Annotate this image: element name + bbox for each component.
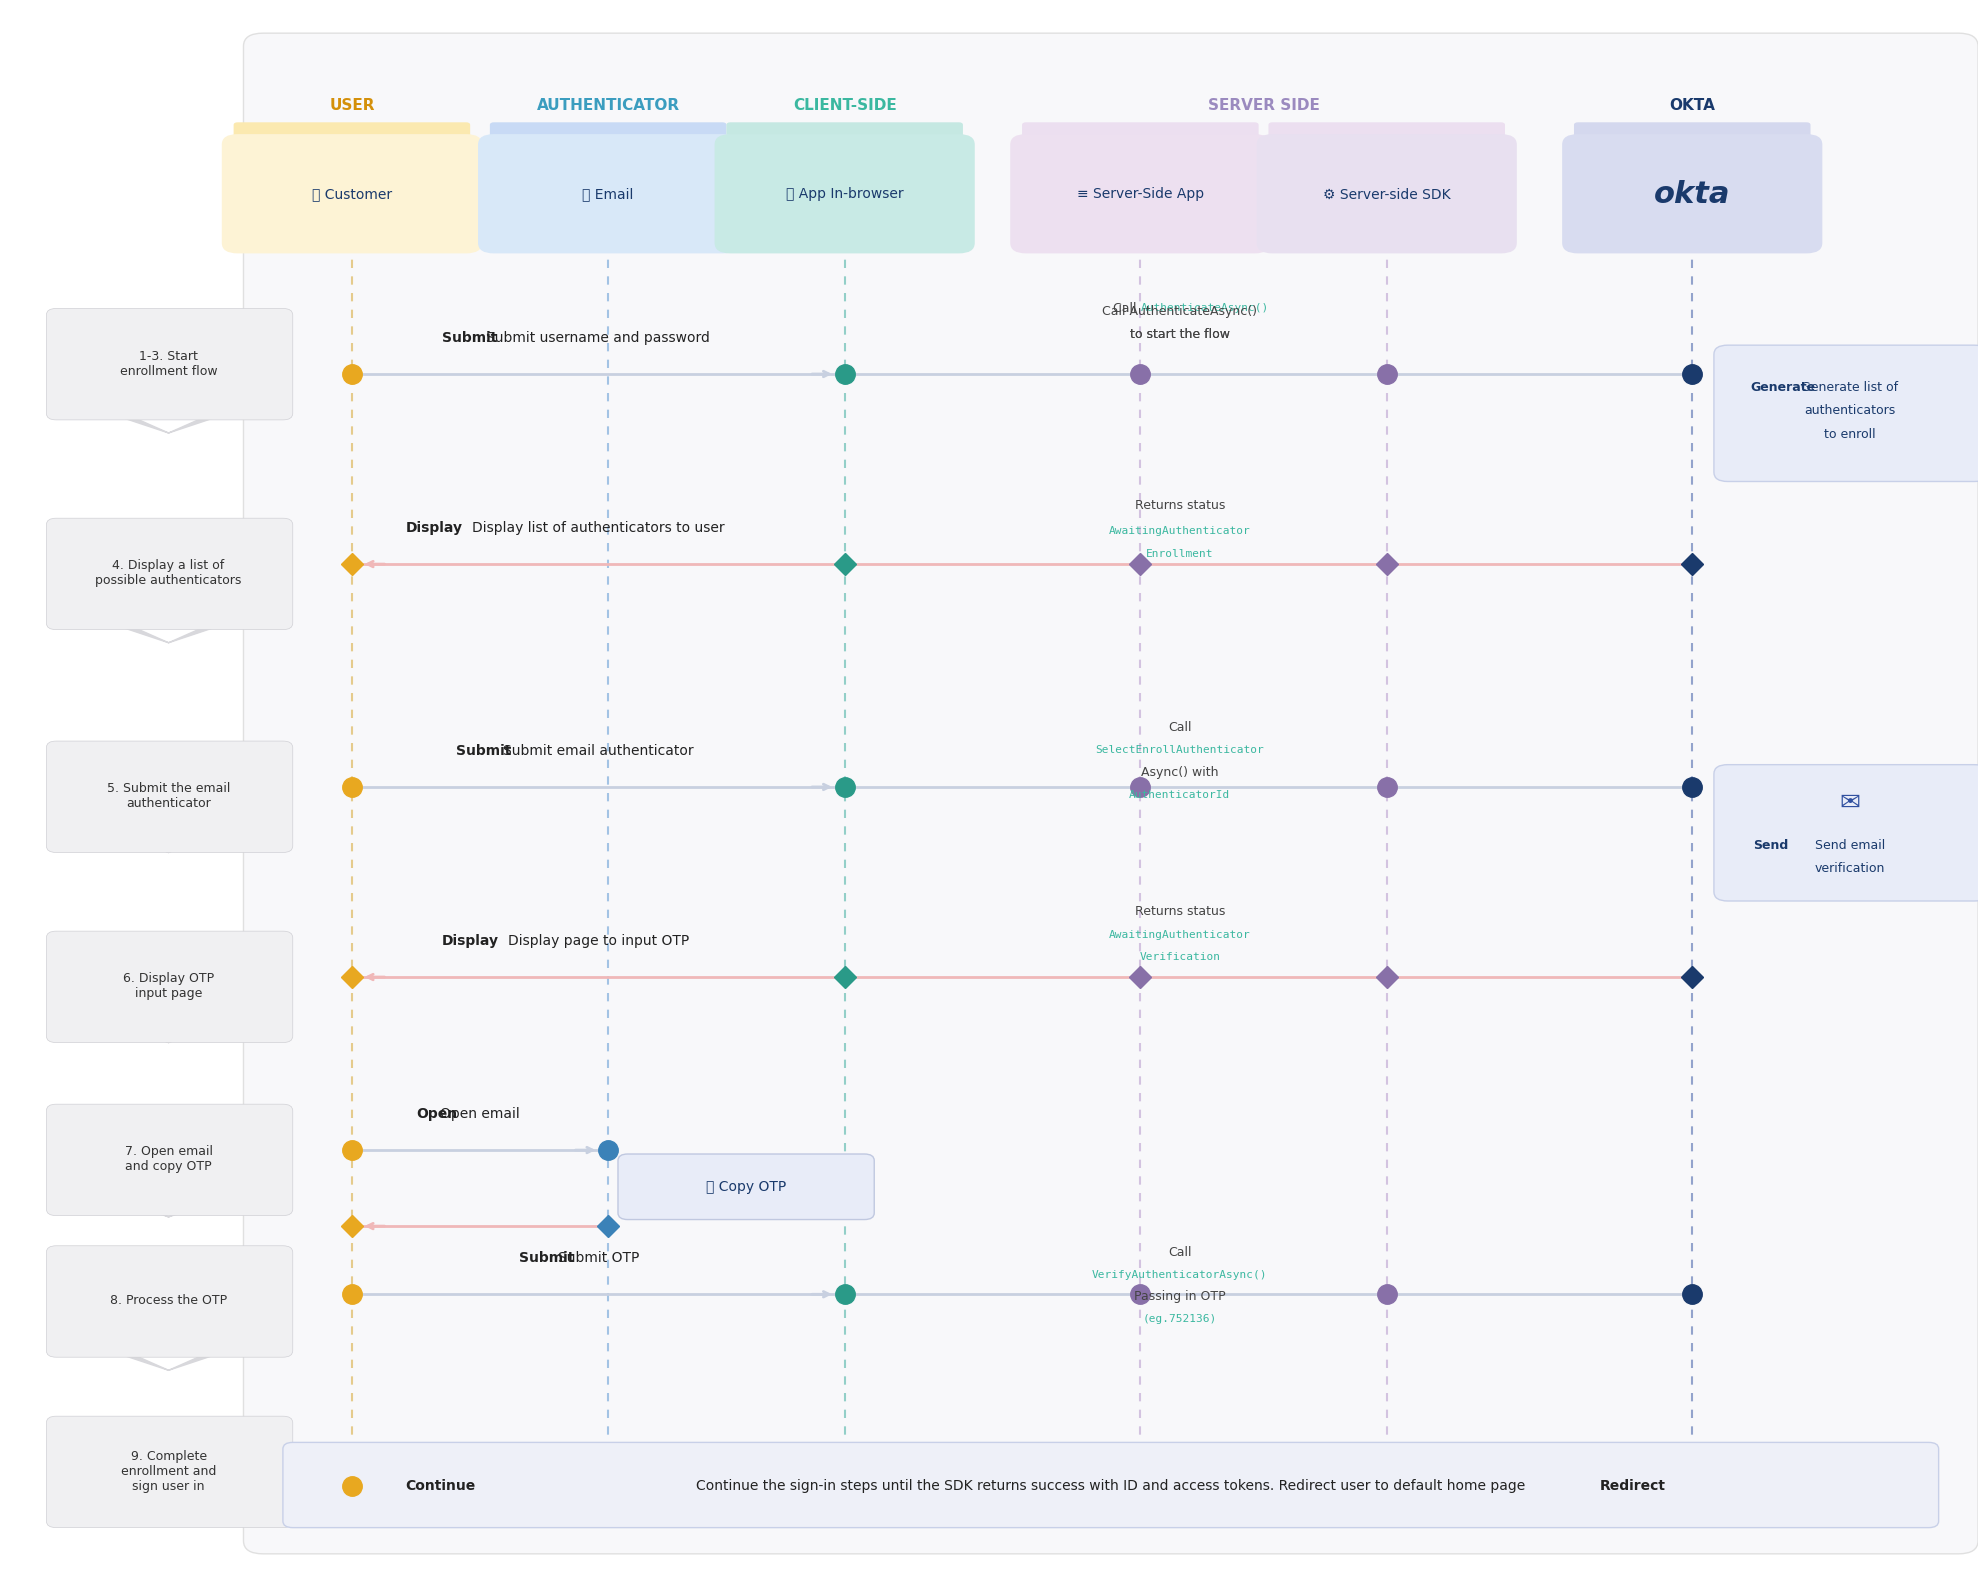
FancyBboxPatch shape <box>1268 122 1505 143</box>
FancyBboxPatch shape <box>46 1246 292 1357</box>
Text: verification: verification <box>1814 862 1886 874</box>
Text: Send: Send <box>1753 840 1788 852</box>
FancyBboxPatch shape <box>46 1105 292 1216</box>
FancyBboxPatch shape <box>1713 344 1985 481</box>
Text: Returns status: Returns status <box>1135 498 1225 511</box>
Text: Call: Call <box>1167 1246 1191 1258</box>
Text: 1-3. Start
enrollment flow: 1-3. Start enrollment flow <box>119 349 218 378</box>
FancyBboxPatch shape <box>46 932 292 1043</box>
Text: Verification: Verification <box>1139 952 1221 962</box>
Text: 4. Display a list of
possible authenticators: 4. Display a list of possible authentica… <box>95 559 242 587</box>
Text: ⚙ Server-side SDK: ⚙ Server-side SDK <box>1322 187 1451 202</box>
Text: AuthenticatorId: AuthenticatorId <box>1129 790 1231 800</box>
FancyBboxPatch shape <box>1574 122 1810 143</box>
Text: 7. Open email
and copy OTP: 7. Open email and copy OTP <box>125 1146 212 1173</box>
FancyBboxPatch shape <box>1022 122 1258 143</box>
FancyBboxPatch shape <box>46 1416 292 1528</box>
FancyBboxPatch shape <box>1562 135 1822 254</box>
Text: OKTA: OKTA <box>1669 98 1715 113</box>
Text: Returns status: Returns status <box>1135 905 1225 917</box>
Text: to enroll: to enroll <box>1824 428 1876 441</box>
Text: CLIENT-SIDE: CLIENT-SIDE <box>792 98 897 113</box>
Text: okta: okta <box>1654 179 1731 209</box>
Text: Generate list of: Generate list of <box>1800 381 1898 394</box>
Text: AwaitingAuthenticator: AwaitingAuthenticator <box>1110 527 1251 536</box>
Text: SERVER SIDE: SERVER SIDE <box>1207 98 1320 113</box>
Text: 🌐 Email: 🌐 Email <box>582 187 633 202</box>
Text: 8. Process the OTP: 8. Process the OTP <box>109 1295 226 1308</box>
Text: Continue the sign-in steps until the SDK returns success with ID and access toke: Continue the sign-in steps until the SDK… <box>697 1479 1524 1493</box>
Text: USER: USER <box>330 98 375 113</box>
Text: Submit username and password: Submit username and password <box>486 332 711 344</box>
Text: 📋 Copy OTP: 📋 Copy OTP <box>707 1179 786 1193</box>
FancyBboxPatch shape <box>490 122 727 143</box>
Text: AuthenticateAsync(): AuthenticateAsync() <box>1139 303 1268 314</box>
FancyBboxPatch shape <box>1257 135 1517 254</box>
FancyBboxPatch shape <box>234 122 470 143</box>
Text: Open email: Open email <box>441 1108 520 1122</box>
Text: Async() with: Async() with <box>1141 767 1219 779</box>
Text: Passing in OTP: Passing in OTP <box>1133 1290 1225 1303</box>
Text: Display list of authenticators to user: Display list of authenticators to user <box>472 521 725 535</box>
Text: 9. Complete
enrollment and
sign user in: 9. Complete enrollment and sign user in <box>121 1451 216 1493</box>
Polygon shape <box>89 827 248 852</box>
FancyBboxPatch shape <box>1713 765 1985 901</box>
Text: Submit: Submit <box>443 332 498 344</box>
Text: 💾 App In-browser: 💾 App In-browser <box>786 187 903 202</box>
Text: 👤 Customer: 👤 Customer <box>312 187 391 202</box>
Text: Submit OTP: Submit OTP <box>558 1252 639 1265</box>
FancyBboxPatch shape <box>715 135 975 254</box>
Text: ≡ Server-Side App: ≡ Server-Side App <box>1076 187 1203 202</box>
Polygon shape <box>89 1016 248 1043</box>
FancyBboxPatch shape <box>617 1154 873 1219</box>
Text: Redirect: Redirect <box>1600 1479 1665 1493</box>
Text: ✉: ✉ <box>1840 790 1860 814</box>
Text: Display: Display <box>407 521 463 535</box>
Text: Continue: Continue <box>405 1479 476 1493</box>
Text: Generate: Generate <box>1751 381 1816 394</box>
Text: Call: Call <box>1167 722 1191 735</box>
Polygon shape <box>89 406 248 433</box>
FancyBboxPatch shape <box>46 741 292 852</box>
FancyBboxPatch shape <box>478 135 738 254</box>
Text: Open: Open <box>417 1108 457 1122</box>
Text: VerifyAuthenticatorAsync(): VerifyAuthenticatorAsync() <box>1092 1270 1268 1279</box>
Text: (eg.752136): (eg.752136) <box>1143 1314 1217 1324</box>
Text: AUTHENTICATOR: AUTHENTICATOR <box>536 98 679 113</box>
Text: Call: Call <box>1114 302 1139 314</box>
Text: to start the flow: to start the flow <box>1129 329 1231 341</box>
FancyBboxPatch shape <box>222 135 482 254</box>
Text: Submit email authenticator: Submit email authenticator <box>502 744 693 759</box>
FancyBboxPatch shape <box>46 519 292 630</box>
FancyBboxPatch shape <box>727 122 963 143</box>
Polygon shape <box>89 1190 248 1217</box>
FancyBboxPatch shape <box>284 1443 1939 1528</box>
Text: authenticators: authenticators <box>1804 405 1896 417</box>
Text: to start the flow: to start the flow <box>1129 329 1231 341</box>
FancyBboxPatch shape <box>46 308 292 421</box>
Text: AwaitingAuthenticator: AwaitingAuthenticator <box>1110 930 1251 940</box>
Text: Display: Display <box>441 935 498 947</box>
Polygon shape <box>89 616 248 643</box>
Text: 5. Submit the email
authenticator: 5. Submit the email authenticator <box>107 782 230 809</box>
FancyBboxPatch shape <box>244 33 1979 1554</box>
Text: Submit: Submit <box>520 1252 576 1265</box>
Polygon shape <box>89 1344 248 1370</box>
Text: Call AuthenticateAsync(): Call AuthenticateAsync() <box>1102 305 1257 317</box>
Text: Enrollment: Enrollment <box>1145 549 1213 559</box>
Text: Display page to input OTP: Display page to input OTP <box>508 935 689 947</box>
Text: Send email: Send email <box>1814 840 1886 852</box>
Text: SelectEnrollAuthenticator: SelectEnrollAuthenticator <box>1096 746 1264 755</box>
FancyBboxPatch shape <box>1010 135 1270 254</box>
Text: 6. Display OTP
input page: 6. Display OTP input page <box>123 973 214 1000</box>
Text: Submit: Submit <box>457 744 512 759</box>
